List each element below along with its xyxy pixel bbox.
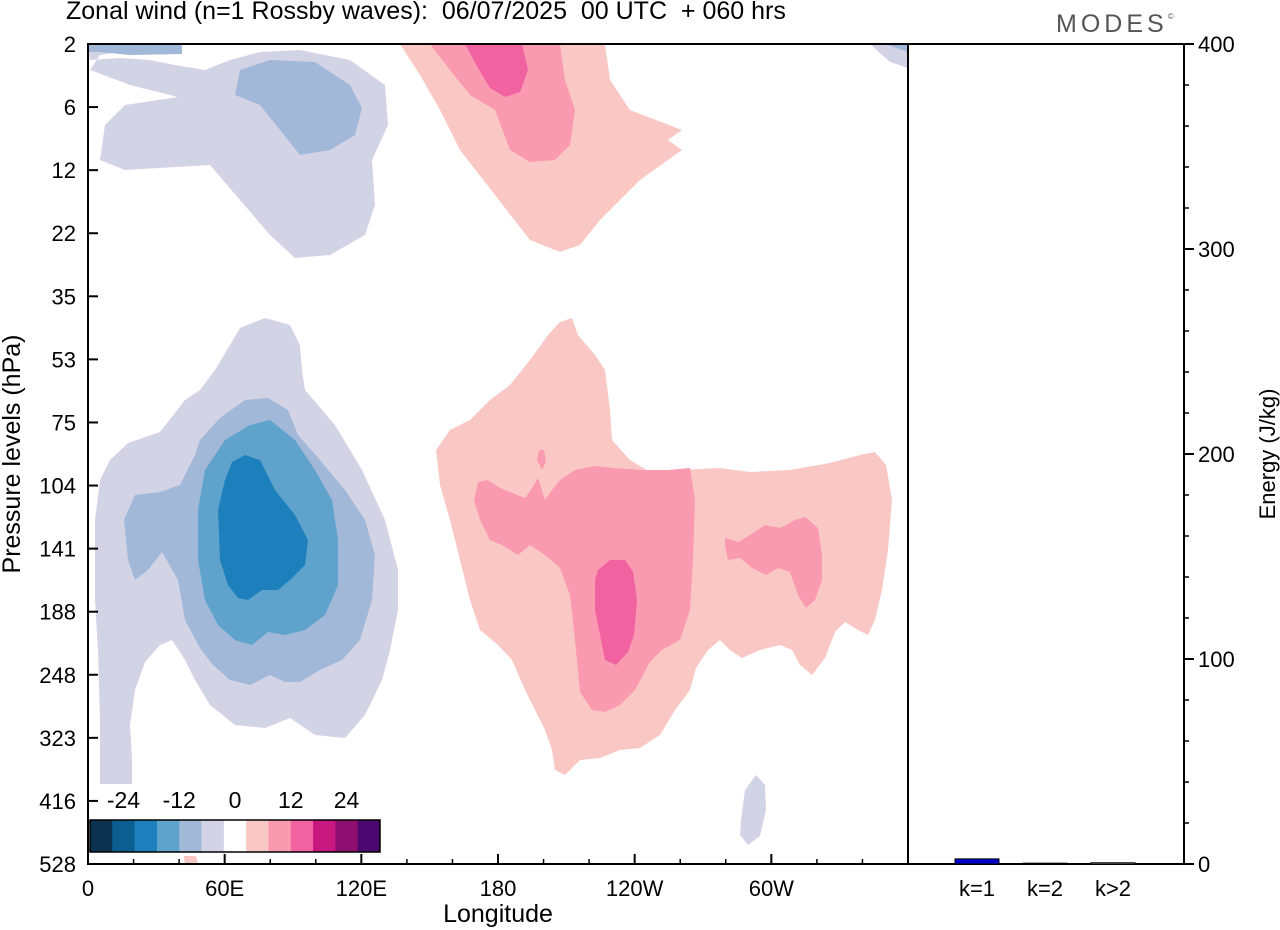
contour-pos-8-east xyxy=(725,517,822,608)
y-tick-label: 12 xyxy=(52,158,76,183)
contour-neg-16-lower xyxy=(218,455,308,600)
energy-bar xyxy=(1022,862,1068,865)
colorbar-swatch xyxy=(290,820,314,852)
energy-axes: 0 100 200 300 400 xyxy=(1184,32,1235,877)
energy-bar xyxy=(1090,862,1136,865)
colorbar-swatch xyxy=(134,820,158,852)
x-tick-label: 0 xyxy=(82,876,94,901)
contour-neg-4-blob xyxy=(740,775,766,845)
colorbar-swatch xyxy=(179,820,202,852)
y-tick-label: 53 xyxy=(52,347,76,372)
y-tick-label: 35 xyxy=(52,284,76,309)
colorbar-label: 12 xyxy=(278,787,304,813)
colorbar-label: -12 xyxy=(163,787,196,813)
energy-tick-label: 200 xyxy=(1198,442,1235,467)
x-tick-label: 60E xyxy=(205,876,244,901)
contour-neg-4-upper xyxy=(88,44,388,258)
colorbar-swatch xyxy=(357,820,381,852)
colorbar-swatch xyxy=(201,820,225,852)
x-tick-label: 60W xyxy=(749,876,794,901)
y-tick-label: 528 xyxy=(39,852,76,877)
colorbar-swatch xyxy=(268,820,292,852)
chart-title: Zonal wind (n=1 Rossby waves): 06/07/202… xyxy=(66,0,786,25)
x-tick-label: 180 xyxy=(480,876,517,901)
contour-neg-8-corner-right xyxy=(885,44,908,52)
contour-pos-8-lower xyxy=(474,466,695,712)
y-tick-label: 75 xyxy=(52,410,76,435)
colorbar-swatch xyxy=(246,820,269,852)
colorbar-swatch xyxy=(112,820,135,852)
contour-pos-8-dot xyxy=(537,450,546,470)
energy-category-label: k=2 xyxy=(1027,876,1063,901)
y-axis-label: Pressure levels (hPa) xyxy=(0,335,26,574)
colorbar-swatch xyxy=(156,820,180,852)
y-tick-label: 141 xyxy=(39,537,76,562)
colorbar: -24 -12 0 12 24 xyxy=(88,784,382,856)
colorbar-swatch xyxy=(90,820,113,852)
contour-axes: 0 60E 120E 180 120W 60W 2 6 12 22 35 53 75 104 141 188 2… xyxy=(39,32,864,901)
energy-tick-label: 300 xyxy=(1198,237,1235,262)
y-tick-label: 323 xyxy=(39,726,76,751)
energy-tick-label: 400 xyxy=(1198,32,1235,57)
energy-bars: k=1 k=2 k>2 xyxy=(954,858,1136,901)
y-tick-label: 2 xyxy=(64,32,76,57)
x-tick-label: 120E xyxy=(336,876,387,901)
y-tick-label: 6 xyxy=(64,95,76,120)
contour-neg-4-corner-right xyxy=(870,44,908,68)
modes-logo: MODES© xyxy=(1056,10,1174,39)
energy-tick-label: 0 xyxy=(1198,852,1210,877)
y-tick-label: 248 xyxy=(39,663,76,688)
y-tick-label: 104 xyxy=(39,474,76,499)
y-tick-label: 416 xyxy=(39,789,76,814)
colorbar-frame xyxy=(89,819,381,853)
x-axis-label: Longitude xyxy=(443,900,553,928)
energy-axis-label: Energy (J/kg) xyxy=(1255,389,1280,520)
energy-tick-label: 100 xyxy=(1198,647,1235,672)
contour-pos-12-lower xyxy=(595,560,637,665)
energy-category-label: k>2 xyxy=(1095,876,1131,901)
contour-neg-8-corner xyxy=(88,44,182,55)
contour-neg-8-upper xyxy=(235,60,362,155)
colorbar-swatch xyxy=(335,820,358,852)
colorbar-swatch xyxy=(223,820,247,852)
copyright-mark: © xyxy=(1167,12,1174,21)
y-tick-label: 188 xyxy=(39,600,76,625)
energy-bar xyxy=(954,858,1000,865)
y-tick-label: 22 xyxy=(52,221,76,246)
colorbar-swatch xyxy=(313,820,336,852)
contour-pos-8-upper xyxy=(430,44,575,162)
colorbar-label: -24 xyxy=(107,787,140,813)
energy-category-label: k=1 xyxy=(959,876,995,901)
contour-pos-12-upper xyxy=(465,44,528,97)
x-tick-label: 120W xyxy=(606,876,664,901)
logo-text: MODES xyxy=(1056,10,1168,38)
colorbar-label: 0 xyxy=(229,787,242,813)
colorbar-label: 24 xyxy=(334,787,360,813)
contour-field xyxy=(88,44,908,864)
